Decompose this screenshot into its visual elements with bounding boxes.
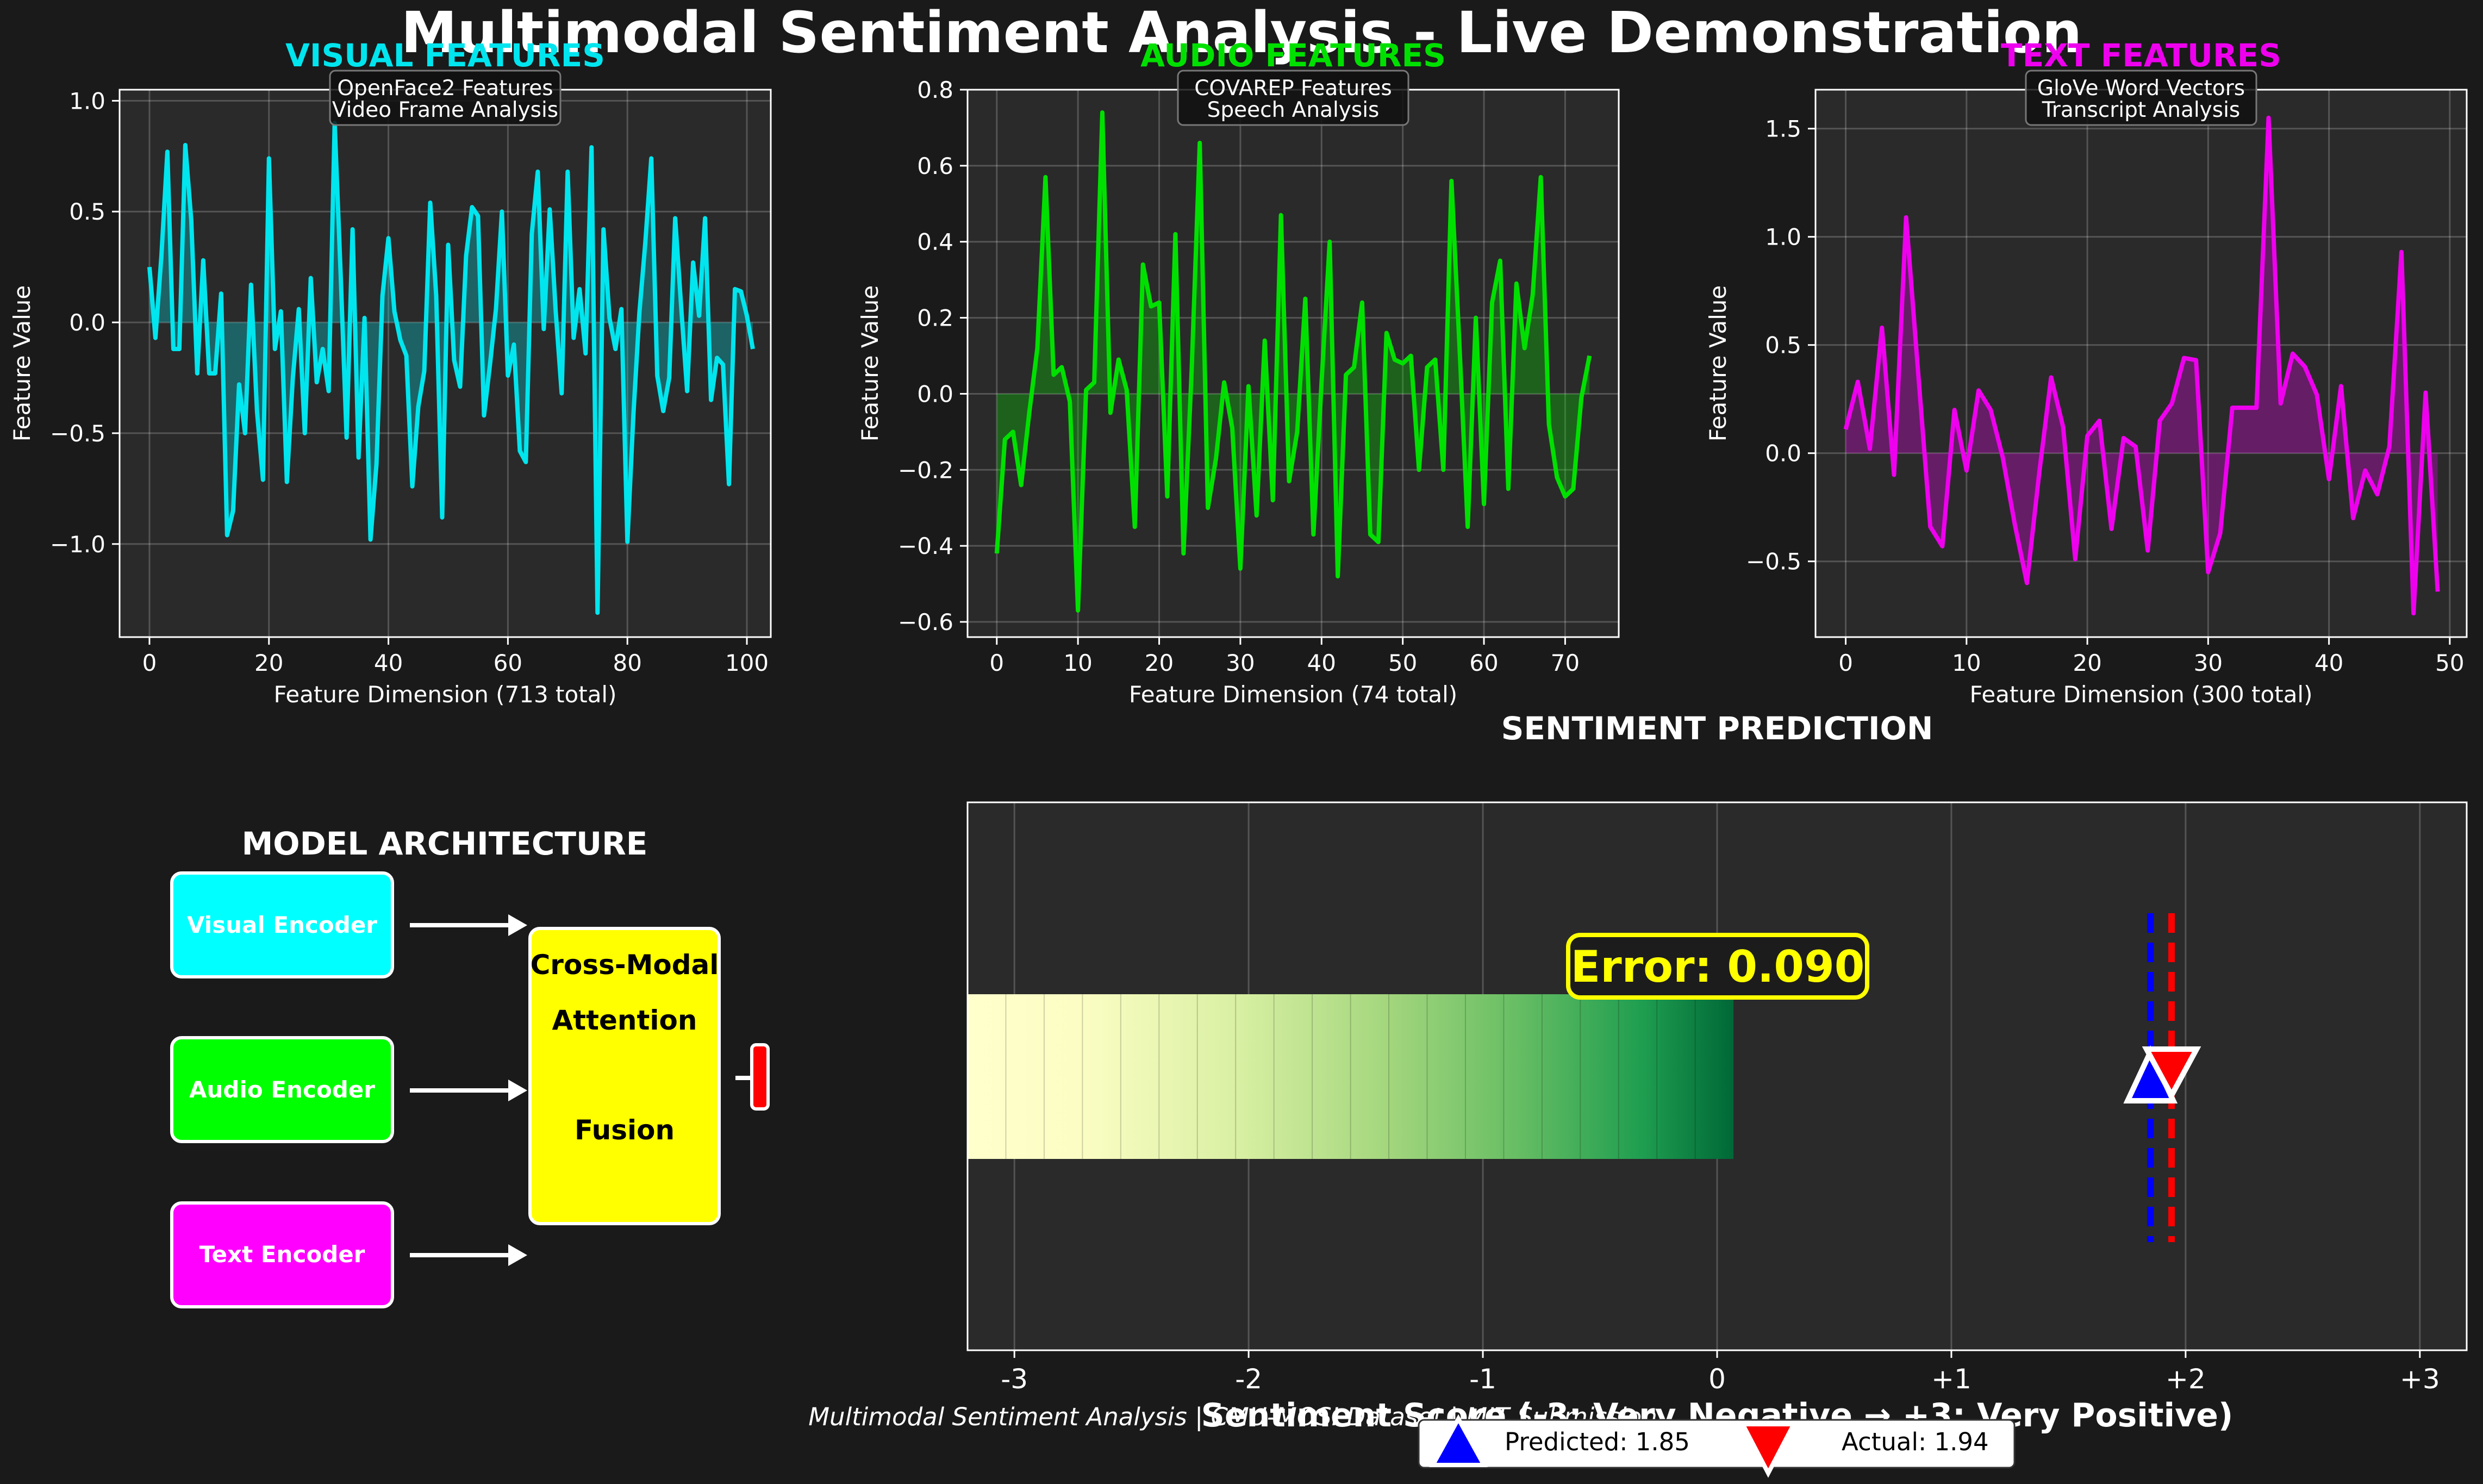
info-box-line-1: COVAREP Features [1194,76,1392,101]
x-tick-label: +3 [2400,1363,2440,1395]
info-box-line-2: Speech Analysis [1207,98,1380,122]
prediction-legend: Predicted: 1.85 Actual: 1.94 [1418,1414,2016,1478]
x-tick-label: 0 [142,650,157,676]
y-axis-label: Feature Value [9,285,35,441]
x-tick-label: 30 [1226,650,1255,676]
x-tick-label: +1 [1931,1363,1972,1395]
x-tick-label: 60 [1469,650,1498,676]
feature-line [147,121,755,615]
info-box-line-2: Video Frame Analysis [332,98,558,122]
fusion-label-line-1: Cross-Modal [531,949,719,981]
feature-line [1843,115,2440,616]
x-tick-label: 80 [613,650,641,676]
y-tick-label: 0.2 [917,305,953,332]
x-tick-label: -3 [1001,1363,1028,1395]
actual-legend-marker [1739,1422,1798,1478]
text-encoder-box [170,1201,394,1308]
text-encoder-label: Text Encoder [199,1241,365,1268]
y-tick-label: −0.4 [898,533,953,559]
x-tick-label: 50 [1388,650,1417,676]
y-tick-label: 1.0 [1765,224,1801,251]
info-box [1177,70,1409,126]
y-tick-label: 0.8 [917,77,953,103]
output-block [750,1043,770,1111]
encoder-arrows [410,914,527,1266]
y-tick-label: 0.4 [917,229,953,255]
fusion-label-line-3: Fusion [575,1114,675,1146]
y-tick-label: −0.5 [50,420,105,447]
y-tick-label: 1.5 [1765,116,1801,142]
x-tick-label: 40 [1307,650,1336,676]
info-box [2025,70,2257,126]
info-box [329,70,562,126]
x-tick-label: 50 [2435,650,2464,676]
audio-encoder-box [170,1036,394,1143]
y-axis-label: Feature Value [857,285,883,441]
predicted-legend-marker [1429,1414,1488,1467]
prediction-title: SENTIMENT PREDICTION [1501,710,1933,747]
predicted-legend-label: Predicted: 1.85 [1505,1427,1690,1456]
y-tick-label: 0.5 [69,198,105,225]
x-tick-label: -1 [1469,1363,1496,1395]
visual-encoder-box [170,871,394,978]
audio-encoder-label: Audio Encoder [189,1076,375,1103]
x-tick-label: 30 [2194,650,2223,676]
y-tick-label: 0.0 [69,309,105,336]
y-tick-label: −1.0 [50,531,105,558]
y-tick-label: −0.2 [898,457,953,483]
fusion-box [528,927,721,1225]
legend-box [1418,1419,2016,1469]
x-axis-label: Feature Dimension (74 total) [1129,681,1457,708]
y-tick-label: −0.5 [1746,548,1801,575]
architecture-title: MODEL ARCHITECTURE [242,825,648,862]
figure-title: Multimodal Sentiment Analysis - Live Dem… [401,0,2082,66]
feature-line [994,110,1592,613]
model-architecture-diagram: MODEL ARCHITECTURE Visual Encoder Audio … [170,825,770,1308]
panel-title: AUDIO FEATURES [1140,37,1446,74]
info-box-line-1: OpenFace2 Features [337,76,553,101]
x-axis-label: Feature Dimension (300 total) [1970,681,2313,708]
x-tick-label: 70 [1551,650,1580,676]
info-box-line-1: GloVe Word Vectors [2037,76,2245,101]
sentiment-prediction-panel: Error: 0.090 -3 -2 -1 0 +1 +2 +3 SENTIMENT PREDI… [966,710,2468,1435]
x-tick-label: 10 [1063,650,1092,676]
sentiment-gradient-bar [968,994,1734,1159]
panel-title: TEXT FEATURES [2001,37,2281,74]
area-fill [149,123,753,613]
plot-area [1816,90,2467,637]
info-box-line-2: Transcript Analysis [2042,98,2241,122]
x-tick-label: 40 [2314,650,2343,676]
x-tick-label: 0 [1838,650,1853,676]
x-tick-label: 60 [494,650,522,676]
x-tick-label: 0 [989,650,1004,676]
y-tick-label: 0.5 [1765,332,1801,359]
x-tick-label: 10 [1952,650,1981,676]
x-tick-label: 20 [1145,650,1174,676]
error-label: Error: 0.090 [1571,941,1865,992]
y-tick-label: 0.6 [917,153,953,179]
x-tick-label: -2 [1235,1363,1262,1395]
x-tick-label: 40 [374,650,403,676]
x-tick-label: 20 [254,650,283,676]
x-tick-label: 100 [725,650,769,676]
y-tick-label: −0.6 [898,609,953,635]
x-axis-label: Feature Dimension (713 total) [274,681,617,708]
y-axis-label: Feature Value [1705,285,1731,441]
fusion-label-line-2: Attention [552,1005,697,1036]
visual-features-panel: 0 20 40 60 80 100 −1.0 −0.5 0.0 0.5 1.0 Feature Dim… [9,37,772,708]
actual-marker [2142,1046,2201,1101]
text-features-panel: 0 10 20 30 40 50 −0.5 0.0 0.5 1.0 1.5 Feature Dimen… [1705,37,2468,708]
audio-features-panel: 0 10 20 30 40 50 60 70 −0.6 −0.4 −0.2 0.0 0.2 0.4 0.6 0… [857,37,1620,708]
x-tick-label: 20 [2073,650,2101,676]
y-tick-label: 0.0 [917,381,953,407]
y-tick-label: 0.0 [1765,440,1801,467]
x-tick-label: +2 [2166,1363,2206,1395]
x-tick-label: 0 [1708,1363,1726,1395]
panel-title: VISUAL FEATURES [285,37,605,74]
actual-legend-label: Actual: 1.94 [1842,1427,1989,1456]
visual-encoder-label: Visual Encoder [187,912,377,938]
y-tick-label: 1.0 [69,88,105,114]
error-box [1566,933,1869,1000]
